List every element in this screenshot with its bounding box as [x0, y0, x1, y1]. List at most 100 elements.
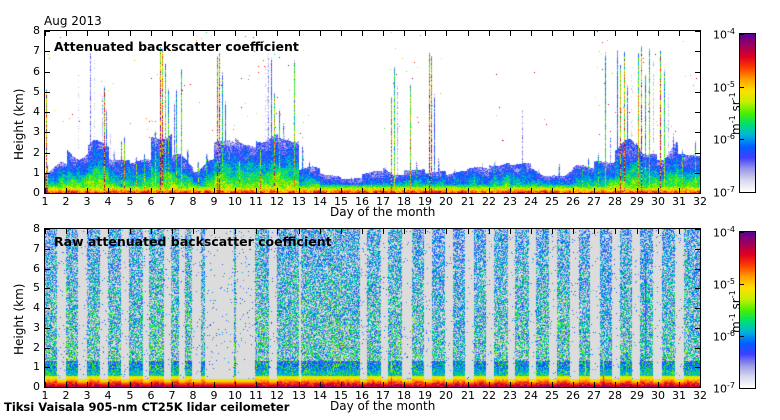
xtick-mark-top-1-18: [404, 229, 405, 234]
ytick-label-1-6: 6: [33, 262, 40, 275]
xtick-mark-0-1: [45, 188, 46, 193]
xtick-mark-top-1-20: [446, 229, 447, 234]
xtick-label-0-21: 21: [461, 195, 475, 208]
xtick-label-1-4: 4: [104, 389, 112, 402]
colorbar-tick-top--7: 10-7: [713, 185, 735, 200]
xtick-mark-1-22: [489, 382, 490, 387]
xtick-mark-top-0-32: [700, 31, 701, 36]
xtick-mark-0-22: [489, 188, 490, 193]
ytick-label-1-5: 5: [33, 281, 40, 294]
ytick-mark-right-0-4: [695, 112, 700, 113]
attenuated-backscatter-heatmap: [45, 31, 700, 193]
xtick-mark-top-0-4: [108, 31, 109, 36]
xtick-label-1-11: 11: [249, 389, 263, 402]
xtick-mark-top-1-29: [637, 229, 638, 234]
xtick-mark-0-14: [320, 188, 321, 193]
xtick-label-0-30: 30: [651, 195, 665, 208]
colorbar-tickmark-bot-1: [740, 284, 744, 285]
xtick-mark-0-12: [277, 188, 278, 193]
xtick-mark-top-1-25: [552, 229, 553, 234]
xtick-mark-0-32: [700, 188, 701, 193]
xtick-label-0-16: 16: [355, 195, 369, 208]
xtick-mark-top-0-8: [193, 31, 194, 36]
ytick-mark-right-0-5: [695, 92, 700, 93]
xtick-mark-0-2: [66, 188, 67, 193]
x-axis-label-bottom: Day of the month: [330, 399, 436, 413]
xtick-label-1-13: 13: [292, 389, 306, 402]
xtick-label-1-12: 12: [270, 389, 284, 402]
xtick-mark-top-0-25: [552, 31, 553, 36]
xtick-mark-top-1-7: [172, 229, 173, 234]
colorbar-tickmark-top-3: [740, 192, 744, 193]
ytick-mark-1-2: [45, 348, 50, 349]
xtick-label-1-29: 29: [630, 389, 644, 402]
xtick-mark-1-20: [446, 382, 447, 387]
xtick-mark-0-29: [637, 188, 638, 193]
xtick-mark-top-0-11: [256, 31, 257, 36]
xtick-mark-1-17: [383, 382, 384, 387]
colorbar-tick-top--4: 10-4: [713, 27, 735, 42]
xtick-mark-1-24: [531, 382, 532, 387]
ytick-label-0-6: 6: [33, 65, 40, 78]
xtick-label-0-29: 29: [630, 195, 644, 208]
xtick-label-0-5: 5: [126, 195, 134, 208]
xtick-mark-1-6: [151, 382, 152, 387]
ytick-mark-0-5: [45, 92, 50, 93]
xtick-mark-1-1: [45, 382, 46, 387]
xtick-label-0-17: 17: [376, 195, 390, 208]
xtick-mark-1-31: [679, 382, 680, 387]
xtick-label-0-20: 20: [439, 195, 453, 208]
xtick-mark-top-0-7: [172, 31, 173, 36]
colorbar-tickmark-bot-0: [740, 232, 744, 233]
ytick-label-1-4: 4: [33, 301, 40, 314]
panel-title-attenuated: Attenuated backscatter coefficient: [54, 39, 299, 54]
xtick-label-0-1: 1: [41, 195, 49, 208]
xtick-label-0-25: 25: [545, 195, 559, 208]
xtick-mark-top-1-15: [341, 229, 342, 234]
ytick-mark-0-0: [45, 193, 50, 194]
ytick-mark-0-4: [45, 112, 50, 113]
xtick-label-1-28: 28: [608, 389, 622, 402]
xtick-label-0-12: 12: [270, 195, 284, 208]
ytick-label-0-4: 4: [33, 105, 40, 118]
colorbar-tickmark-top-1: [740, 87, 744, 88]
ytick-label-0-8: 8: [33, 24, 40, 37]
xtick-label-0-13: 13: [292, 195, 306, 208]
colorbar-unit-exp1: -1: [728, 115, 737, 124]
xtick-mark-top-0-1: [45, 31, 46, 36]
xtick-label-1-1: 1: [41, 389, 49, 402]
xtick-mark-top-1-23: [510, 229, 511, 234]
xtick-mark-0-9: [214, 188, 215, 193]
xtick-label-0-32: 32: [693, 195, 707, 208]
colorbar-gradient-top: [740, 34, 755, 192]
xtick-mark-top-1-28: [615, 229, 616, 234]
colorbar-tickmark-top-2: [740, 139, 744, 140]
ytick-label-1-7: 7: [33, 242, 40, 255]
xtick-mark-top-0-19: [425, 31, 426, 36]
ytick-mark-right-0-8: [695, 31, 700, 32]
xtick-label-0-8: 8: [189, 195, 197, 208]
ytick-mark-1-6: [45, 269, 50, 270]
xtick-label-0-27: 27: [587, 195, 601, 208]
ytick-mark-right-0-2: [695, 153, 700, 154]
xtick-mark-1-19: [425, 382, 426, 387]
xtick-mark-1-23: [510, 382, 511, 387]
ytick-mark-right-0-0: [695, 193, 700, 194]
xtick-label-0-3: 3: [83, 195, 91, 208]
xtick-label-1-24: 24: [524, 389, 538, 402]
ytick-mark-right-0-6: [695, 72, 700, 73]
xtick-mark-0-7: [172, 188, 173, 193]
colorbar-tick-top--6: 10-6: [713, 132, 735, 147]
xtick-mark-1-9: [214, 382, 215, 387]
colorbar-unit-top: m-1 sr-1: [728, 92, 743, 135]
xtick-mark-1-29: [637, 382, 638, 387]
xtick-mark-top-0-12: [277, 31, 278, 36]
ytick-mark-0-3: [45, 132, 50, 133]
xtick-mark-1-7: [172, 382, 173, 387]
xtick-mark-top-0-21: [468, 31, 469, 36]
ytick-label-1-2: 2: [33, 341, 40, 354]
xtick-mark-1-4: [108, 382, 109, 387]
colorbar-tick-top--5: 10-5: [713, 80, 735, 95]
xtick-mark-top-1-9: [214, 229, 215, 234]
ytick-label-0-2: 2: [33, 146, 40, 159]
